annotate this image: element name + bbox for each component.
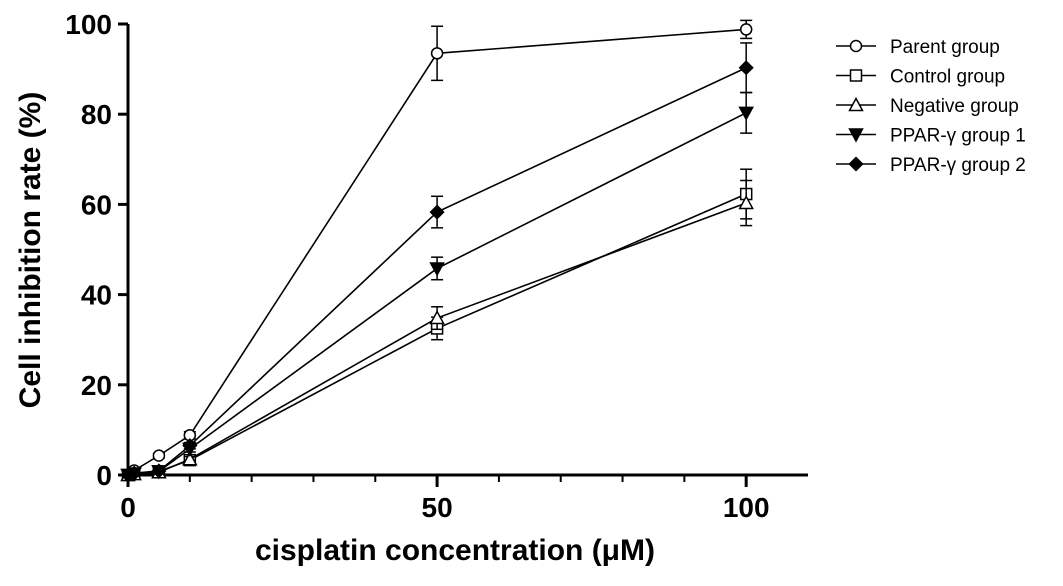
series-layer xyxy=(120,19,754,484)
legend-label: PPAR-γ group 2 xyxy=(890,155,1026,176)
series-line xyxy=(127,112,747,476)
data-point xyxy=(182,438,198,454)
y-tick-label: 40 xyxy=(81,280,112,311)
y-tick-label: 100 xyxy=(65,9,112,40)
legend-marker xyxy=(848,156,864,172)
y-tick-label: 60 xyxy=(81,189,112,220)
x-tick-label: 0 xyxy=(120,492,136,523)
series-1 xyxy=(121,19,753,482)
y-tick-label: 20 xyxy=(81,370,112,401)
legend-label: Negative group xyxy=(890,96,1019,117)
legend-label: Parent group xyxy=(890,37,1000,58)
data-point xyxy=(429,309,445,325)
data-point xyxy=(738,106,754,121)
legend-marker xyxy=(848,128,864,143)
legend-entry: PPAR-γ group 1 xyxy=(836,126,1026,147)
data-point xyxy=(738,194,754,210)
data-point xyxy=(152,449,166,462)
legend-marker xyxy=(848,96,864,112)
data-point xyxy=(182,451,198,466)
data-point xyxy=(151,463,167,479)
legend-label: Control group xyxy=(890,67,1005,88)
y-axis-label: Cell inhibition rate (%) xyxy=(14,92,47,409)
data-point xyxy=(429,262,445,277)
legend-entry: Control group xyxy=(836,67,1005,88)
x-tick-label: 100 xyxy=(723,492,770,523)
legend-entry: Parent group xyxy=(836,37,1000,58)
data-point xyxy=(430,47,444,60)
legend-marker xyxy=(849,39,863,53)
data-point xyxy=(739,23,753,36)
data-point xyxy=(429,204,445,220)
series-4 xyxy=(120,91,754,484)
x-axis-label: cisplatin concentration (μM) xyxy=(255,534,655,567)
y-tick-label: 0 xyxy=(96,460,112,491)
legend-label: PPAR-γ group 1 xyxy=(890,126,1026,147)
legend-marker xyxy=(849,69,863,82)
data-point xyxy=(738,60,754,76)
data-point xyxy=(126,465,142,481)
series-line xyxy=(127,28,747,476)
series-5 xyxy=(120,42,754,483)
x-tick-label: 50 xyxy=(422,492,453,523)
legend-entry: Negative group xyxy=(836,96,1019,117)
axes: 0 20 40 60 80 100 0 50 100 xyxy=(65,9,808,523)
legend-entry: PPAR-γ group 2 xyxy=(836,155,1026,176)
y-tick-label: 80 xyxy=(81,99,112,130)
legend: Parent group Control group Negative group P… xyxy=(836,37,1026,176)
